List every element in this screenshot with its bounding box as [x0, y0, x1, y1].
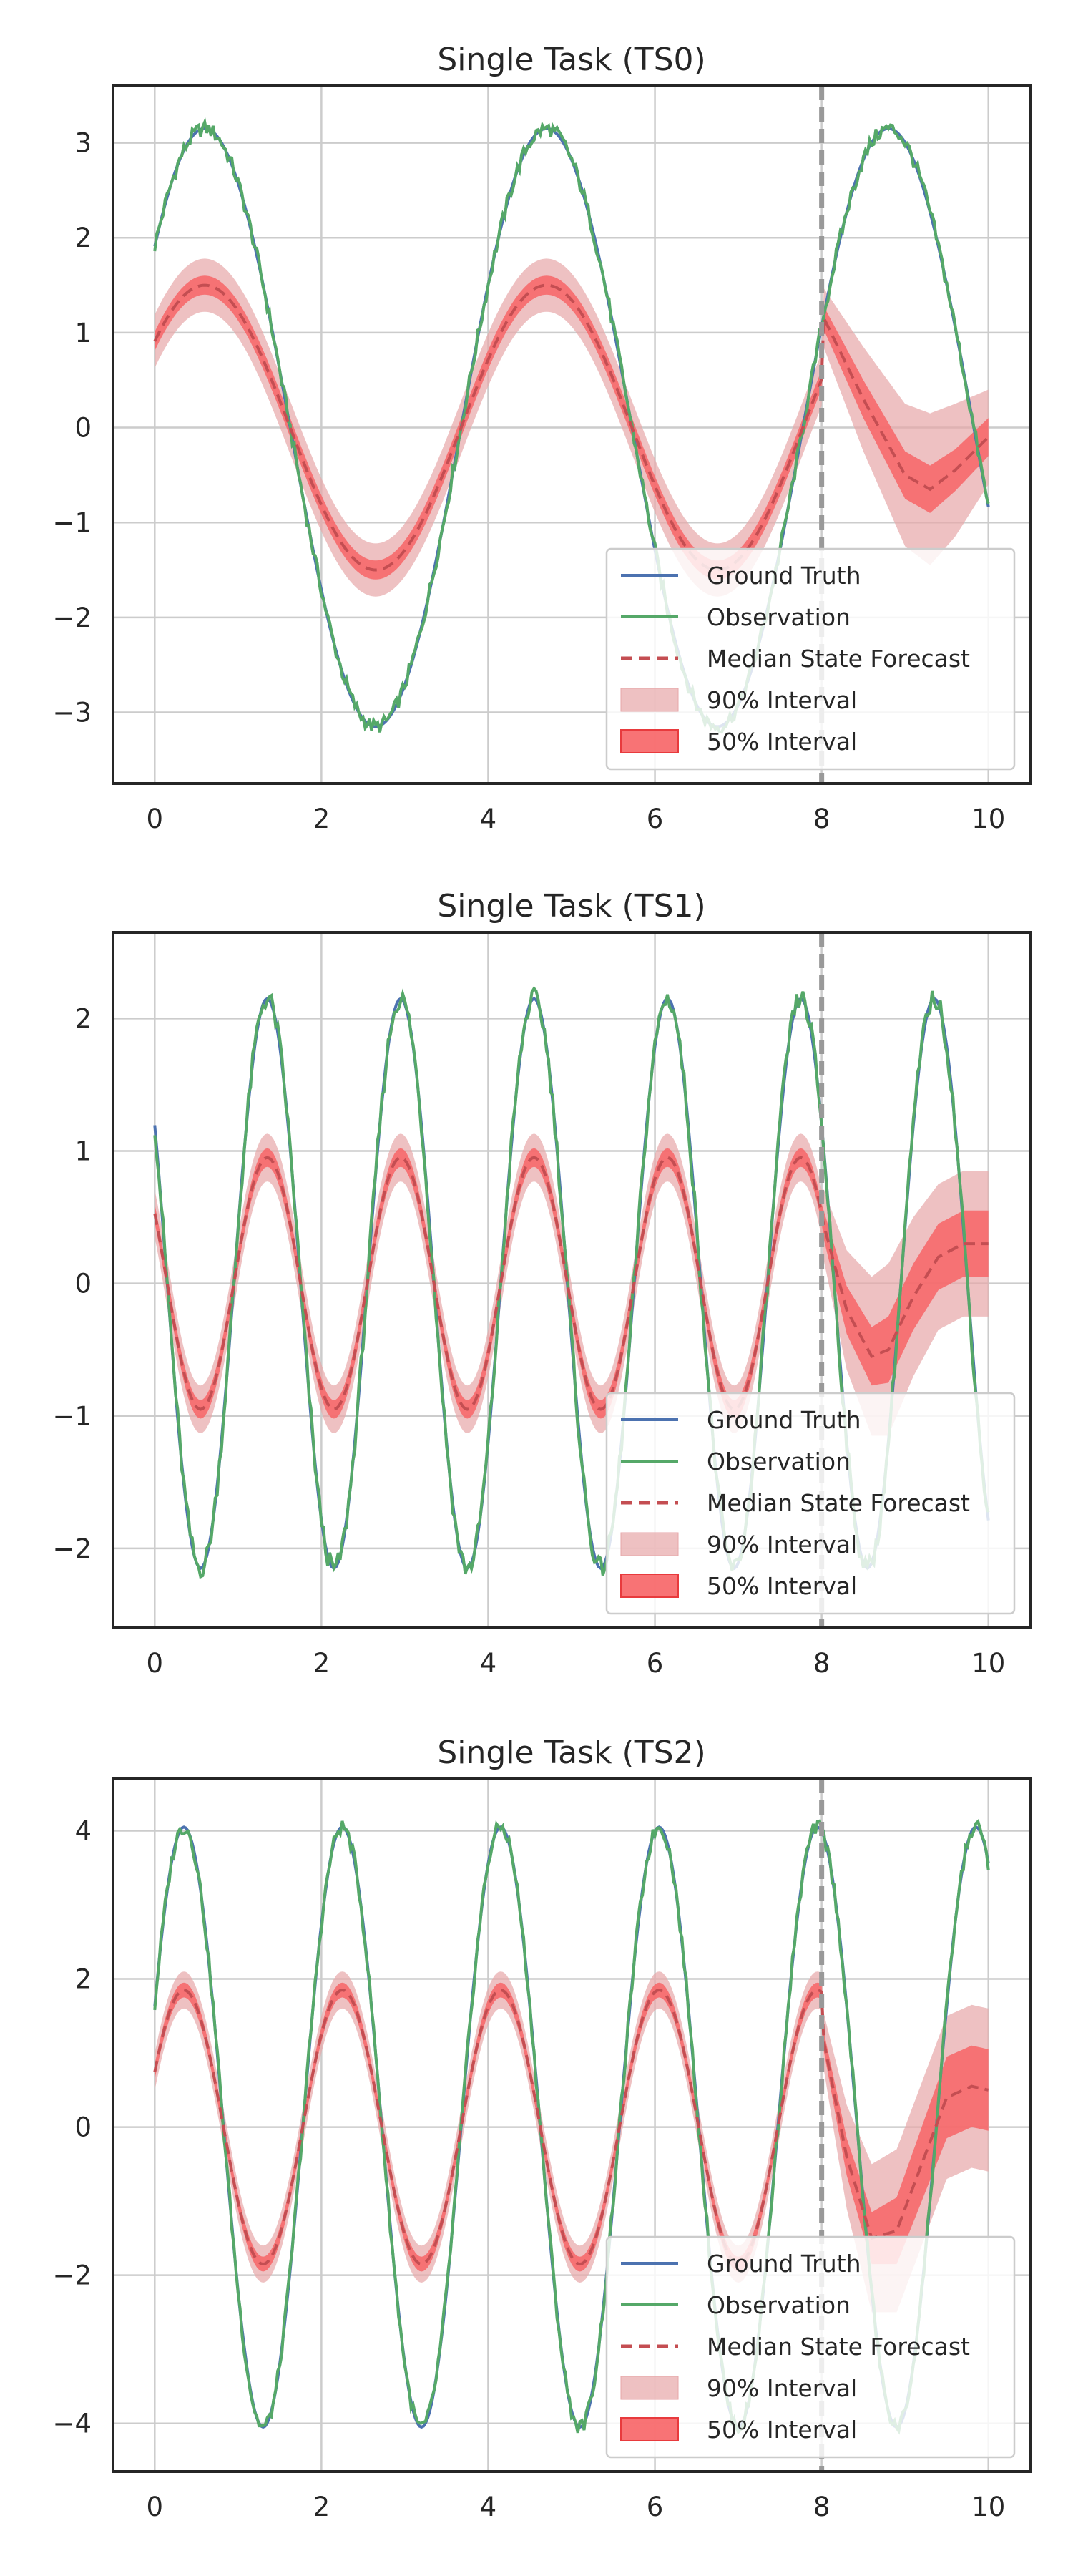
legend: Ground Truth Observation Median State Fore…	[605, 1392, 1016, 1615]
x-tick-label: 4	[480, 804, 497, 834]
x-tick-label: 8	[813, 804, 831, 834]
interval-50-band	[155, 275, 989, 580]
legend-interval-90-label: 90% Interval	[707, 1531, 857, 1558]
y-tick-label: 3	[74, 128, 92, 159]
x-tick-label: 4	[480, 2492, 497, 2522]
legend-median-label: Median State Forecast	[707, 645, 970, 673]
y-tick-label: 2	[74, 1003, 92, 1034]
x-tick-label: 4	[480, 1648, 497, 1679]
y-tick-label: 0	[74, 413, 92, 444]
y-tick-label: 2	[74, 223, 92, 253]
legend-interval-50-swatch	[620, 1574, 679, 1598]
x-tick-label: 6	[647, 2492, 664, 2522]
chart-title: Single Task (TS1)	[437, 888, 705, 924]
legend-interval-90-label: 90% Interval	[707, 686, 857, 714]
legend-box	[605, 1392, 1016, 1615]
interval-50-band	[155, 1148, 989, 1419]
y-tick-label: 0	[74, 1269, 92, 1299]
chart-panel-0: Single Task (TS0) 0 2 4 6 8 10 −3 −2 −1 0 1 2 3 Ground…	[52, 42, 1032, 834]
median-forecast-line	[153, 283, 990, 572]
axes-frame	[112, 84, 1032, 785]
legend-interval-50-label: 50% Interval	[707, 728, 857, 756]
legend-ground-truth-label: Ground Truth	[707, 2250, 861, 2278]
legend: Ground Truth Observation Median State Fore…	[605, 547, 1016, 771]
legend-interval-50-swatch	[620, 729, 679, 753]
observation-line	[153, 1818, 990, 2435]
legend-median-label: Median State Forecast	[707, 1489, 970, 1517]
observation-line	[153, 117, 990, 734]
x-tick-label: 6	[647, 1648, 664, 1679]
y-tick-label: −2	[52, 2260, 92, 2291]
median-forecast-line	[153, 1156, 989, 1411]
chart-title: Single Task (TS0)	[437, 42, 705, 78]
legend-interval-90-swatch	[620, 2376, 679, 2400]
legend: Ground Truth Observation Median State Fore…	[605, 2235, 1016, 2459]
legend-box	[605, 2235, 1016, 2459]
chart-title: Single Task (TS2)	[437, 1735, 705, 1771]
median-forecast-line	[153, 1989, 989, 2266]
y-tick-label: 1	[74, 1136, 92, 1166]
legend-observation-label: Observation	[707, 2291, 851, 2319]
legend-ground-truth-label: Ground Truth	[707, 1406, 861, 1434]
legend-ground-truth-label: Ground Truth	[707, 562, 861, 590]
legend-interval-50-label: 50% Interval	[707, 1572, 857, 1600]
y-tick-label: 2	[74, 1964, 92, 1995]
chart-panel-1: Single Task (TS1) 0 2 4 6 8 10 −2 −1 0 1 2 Ground Tr…	[52, 888, 1032, 1679]
legend-interval-90-swatch	[620, 688, 679, 712]
x-tick-label: 2	[313, 804, 330, 834]
legend-interval-90-label: 90% Interval	[707, 2374, 857, 2402]
legend-interval-90-swatch	[620, 1532, 679, 1556]
legend-interval-50-label: 50% Interval	[707, 2416, 857, 2444]
chart-panel-2: Single Task (TS2) 0 2 4 6 8 10 −4 −2 0 2 4 Ground Tr…	[52, 1735, 1032, 2522]
legend-interval-50-swatch	[620, 2417, 679, 2441]
x-tick-label: 2	[313, 2492, 330, 2522]
x-tick-label: 2	[313, 1648, 330, 1679]
interval-90-band	[155, 258, 989, 597]
x-tick-label: 8	[813, 1648, 831, 1679]
x-tick-label: 10	[971, 2492, 1005, 2522]
y-tick-label: −2	[52, 1533, 92, 1564]
y-tick-label: 0	[74, 2112, 92, 2143]
axes-frame	[112, 1777, 1032, 2473]
x-tick-label: 6	[647, 804, 664, 834]
legend-box	[605, 547, 1016, 771]
y-tick-label: −1	[52, 507, 92, 538]
x-tick-label: 0	[146, 1648, 163, 1679]
y-tick-label: −4	[52, 2409, 92, 2439]
x-tick-label: 0	[146, 2492, 163, 2522]
y-tick-label: 1	[74, 318, 92, 348]
axes-frame	[112, 931, 1032, 1629]
y-tick-label: −3	[52, 698, 92, 728]
y-tick-label: −2	[52, 602, 92, 633]
x-tick-label: 0	[146, 804, 163, 834]
legend-observation-label: Observation	[707, 1448, 851, 1475]
y-tick-label: 4	[74, 1815, 92, 1846]
x-tick-label: 10	[971, 1648, 1005, 1679]
y-tick-label: −1	[52, 1401, 92, 1432]
x-tick-label: 8	[813, 2492, 831, 2522]
legend-median-label: Median State Forecast	[707, 2333, 970, 2361]
legend-observation-label: Observation	[707, 603, 851, 631]
x-tick-label: 10	[971, 804, 1005, 834]
